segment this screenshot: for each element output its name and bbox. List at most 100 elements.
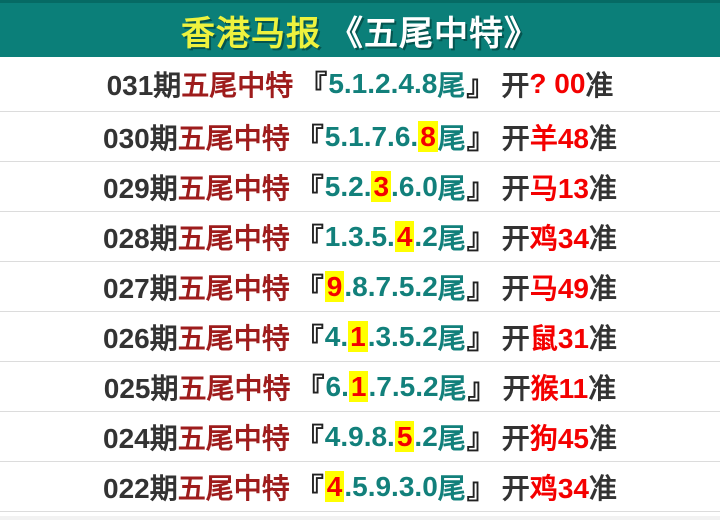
tip-label: 五尾中特 xyxy=(177,122,290,154)
page-title: 香港马报 《五尾中特》 xyxy=(181,6,539,55)
accurate-char: 准 xyxy=(585,70,614,101)
tail-char: 尾 xyxy=(438,372,467,404)
digit-separator: . xyxy=(414,320,423,352)
accurate-char: 准 xyxy=(588,272,617,304)
tip-label: 五尾中特 xyxy=(177,422,290,454)
record-row: 029期 五尾中特『5.2.3.6.0 尾』开马13 准 xyxy=(0,162,720,212)
result-value: 猴11 xyxy=(530,372,589,404)
result-prefix: 开 xyxy=(502,372,531,404)
record-row: 025期 五尾中特『6.1.7.5.2 尾』开猴11 准 xyxy=(0,362,720,412)
tail-digits: 5.1.7.6.8 xyxy=(324,120,438,153)
bracket-open: 『 xyxy=(295,222,324,254)
tail-digit: 8 xyxy=(371,420,388,452)
digit-separator: . xyxy=(343,68,352,99)
tail-digit: 5 xyxy=(324,170,341,202)
tail-digit: 7 xyxy=(375,270,392,302)
result-value: 鸡34 xyxy=(529,222,589,254)
tail-char: 尾 xyxy=(437,272,466,304)
digit-separator: . xyxy=(367,270,376,302)
bracket-close: 』 xyxy=(466,472,495,504)
tail-digit: 5 xyxy=(394,420,415,452)
bracket-close: 』 xyxy=(466,322,495,354)
footer-strip xyxy=(0,516,720,520)
digit-separator: . xyxy=(414,470,423,502)
tail-digit: 9 xyxy=(375,470,392,502)
digit-separator: . xyxy=(414,220,423,252)
bracket-close: 』 xyxy=(466,122,495,154)
result-value: 羊48 xyxy=(529,122,589,154)
bracket-open: 『 xyxy=(299,70,328,101)
digit-separator: . xyxy=(391,170,399,202)
tail-digit: 5 xyxy=(398,270,415,302)
bracket-open: 『 xyxy=(295,272,324,304)
tail-digit: 4 xyxy=(324,470,345,502)
issue-number: 027期 xyxy=(103,272,178,304)
digit-separator: . xyxy=(414,270,423,302)
issue-number: 024期 xyxy=(103,422,178,454)
tail-digit: 5 xyxy=(399,370,416,402)
result-prefix: 开 xyxy=(501,422,530,454)
issue-number: 022期 xyxy=(103,472,178,504)
tail-digit: 1 xyxy=(351,68,368,99)
tail-digit: 1 xyxy=(348,320,368,352)
tail-digit: 6 xyxy=(325,370,342,402)
issue-number: 025期 xyxy=(103,372,179,404)
tail-digit: 3 xyxy=(398,470,415,502)
digit-separator: . xyxy=(367,320,376,352)
tail-digit: 5 xyxy=(371,220,388,252)
digit-separator: . xyxy=(367,68,376,99)
issue-number: 029期 xyxy=(103,172,178,204)
accurate-char: 准 xyxy=(588,122,617,154)
tail-char: 尾 xyxy=(437,122,466,154)
tail-digit: 5 xyxy=(328,68,344,99)
digit-separator: . xyxy=(391,470,399,502)
digit-separator: . xyxy=(413,68,422,99)
bracket-close: 』 xyxy=(466,70,495,101)
digit-separator: . xyxy=(390,68,399,99)
result-prefix: 开 xyxy=(501,472,530,504)
tip-label: 五尾中特 xyxy=(178,372,291,404)
tail-digit: 2 xyxy=(422,220,438,252)
tail-digit: 3 xyxy=(371,170,392,202)
issue-number: 030期 xyxy=(103,122,178,154)
tail-digit: 4 xyxy=(398,68,414,99)
tail-digit: 0 xyxy=(422,170,438,202)
tail-digits: 4.5.9.3.0 xyxy=(324,470,438,503)
accurate-char: 准 xyxy=(588,472,617,504)
bracket-close: 』 xyxy=(466,222,495,254)
digit-separator: . xyxy=(368,370,377,402)
tip-label: 五尾中特 xyxy=(177,272,290,304)
record-row: 027期 五尾中特『9.8.7.5.2 尾』开马49 准 xyxy=(0,262,720,312)
bracket-close: 』 xyxy=(466,272,495,304)
digit-separator: . xyxy=(340,320,349,352)
tail-digits: 5.2.3.6.0 xyxy=(324,170,438,203)
tail-digit: 6 xyxy=(394,120,411,152)
tail-char: 尾 xyxy=(437,70,466,101)
tail-digit: 4 xyxy=(324,420,341,452)
digit-separator: . xyxy=(340,420,349,452)
tail-digit: 5 xyxy=(398,320,415,352)
tail-digit: 9 xyxy=(324,270,345,302)
issue-number: 031期 xyxy=(106,70,182,101)
tail-digits: 9.8.7.5.2 xyxy=(324,270,438,303)
record-row: 030期 五尾中特『5.1.7.6.8 尾』开羊48 准 xyxy=(0,112,720,162)
tail-digit: 3 xyxy=(375,320,392,352)
tail-digit: 2 xyxy=(422,270,438,302)
tip-label: 五尾中特 xyxy=(177,472,290,504)
tail-digits: 6.1.7.5.2 xyxy=(325,370,439,403)
digit-separator: . xyxy=(387,420,395,452)
tail-digit: 4 xyxy=(394,220,415,252)
digit-separator: . xyxy=(410,120,419,152)
accurate-char: 准 xyxy=(588,372,617,404)
record-row: 024期 五尾中特『4.9.8.5.2 尾』开狗45 准 xyxy=(0,412,720,462)
digit-separator: . xyxy=(367,470,376,502)
result-value: 马13 xyxy=(529,172,589,204)
accurate-char: 准 xyxy=(588,422,617,454)
tail-digit: 5 xyxy=(324,120,341,152)
accurate-char: 准 xyxy=(588,222,617,254)
tail-char: 尾 xyxy=(437,422,466,454)
tail-digit: 2 xyxy=(375,68,391,99)
digit-separator: . xyxy=(340,170,349,202)
result-value: ? 00 xyxy=(529,68,586,99)
